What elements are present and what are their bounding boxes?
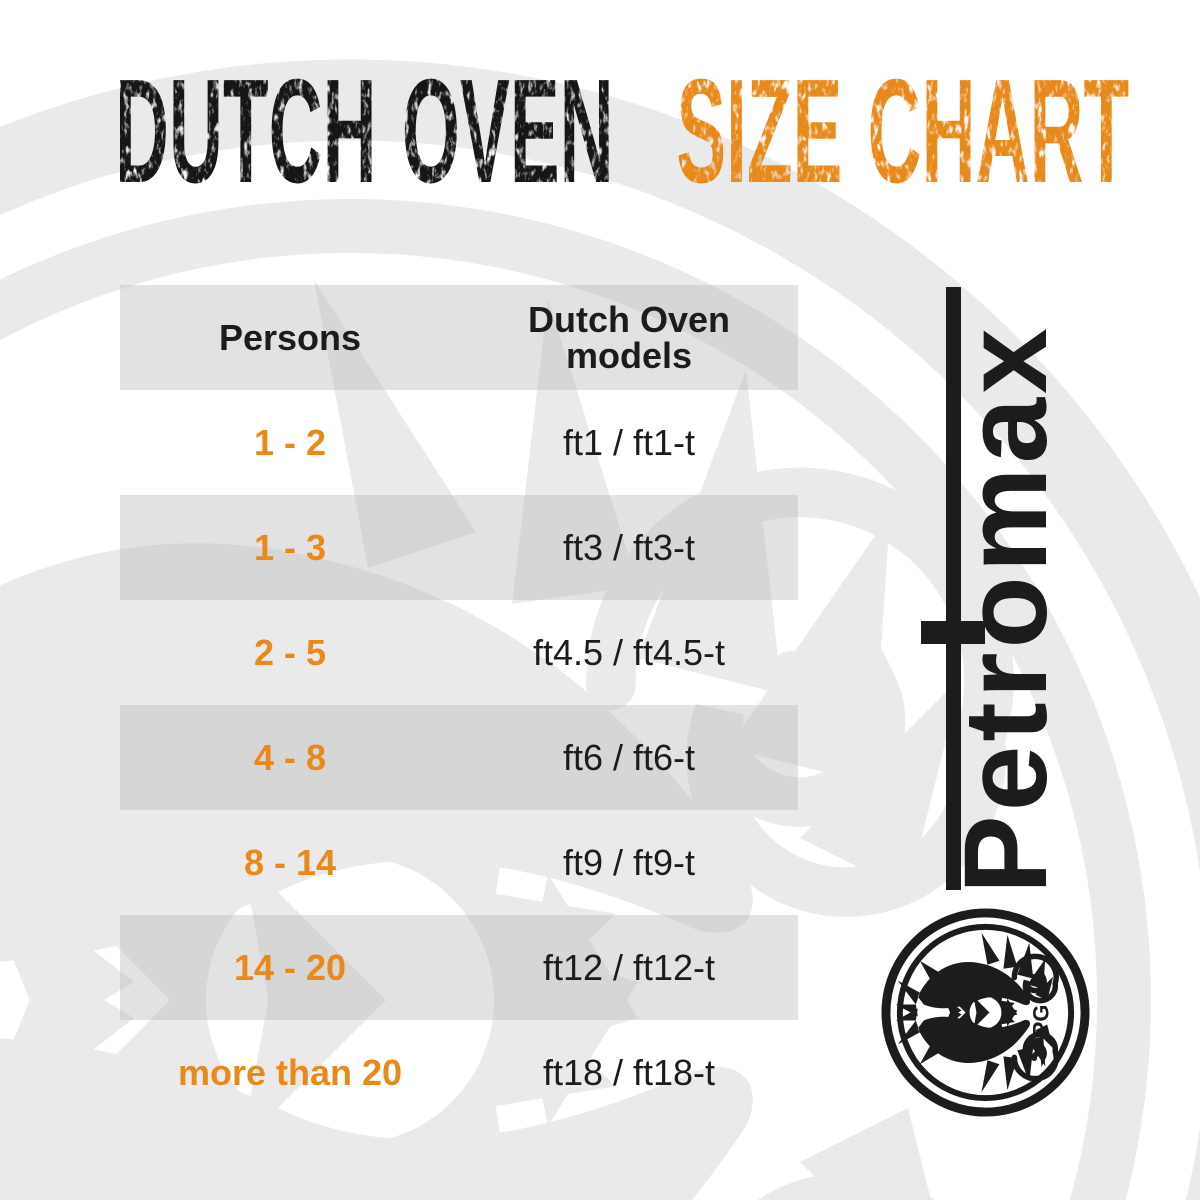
models-cell: ft3 / ft3-t (562, 526, 696, 568)
persons-cell: 14 - 20 (233, 946, 347, 988)
models-cell: ft6 / ft6-t (562, 736, 696, 778)
persons-cell: 2 - 5 (253, 631, 327, 673)
header-models: Dutch Oven models (527, 298, 731, 376)
emblem-monogram: PG (1029, 1005, 1054, 1037)
table-row: 14 - 20 ft12 / ft12-t (120, 915, 798, 1020)
persons-cell: 1 - 3 (253, 526, 327, 568)
models-cell: ft1 / ft1-t (562, 421, 696, 463)
petromax-emblem-icon: PG (876, 903, 1095, 1122)
table-row: 2 - 5 ft4.5 / ft4.5-t (120, 600, 798, 705)
table-header-row: Persons Dutch Oven models (120, 285, 798, 390)
persons-cell: 4 - 8 (253, 736, 327, 778)
header-persons: Persons (218, 316, 362, 358)
persons-cell: 8 - 14 (243, 841, 337, 883)
table-row: 8 - 14 ft9 / ft9-t (120, 810, 798, 915)
models-cell: ft12 / ft12-t (542, 946, 716, 988)
wordmark-long-bar (946, 287, 961, 890)
title-size-chart: SIZE CHART (676, 49, 1130, 214)
persons-cell: more than 20 (177, 1051, 403, 1093)
models-cell: ft18 / ft18-t (542, 1051, 716, 1093)
table-row: 1 - 3 ft3 / ft3-t (120, 495, 798, 600)
persons-cell: 1 - 2 (253, 421, 327, 463)
table-row: more than 20 ft18 / ft18-t (120, 1020, 798, 1125)
table-row: 1 - 2 ft1 / ft1-t (120, 390, 798, 495)
size-table: Persons Dutch Oven models 1 - 2 ft1 / ft… (120, 285, 798, 1125)
title-dutch-oven: DUTCH OVEN (115, 49, 614, 214)
table-row: 4 - 8 ft6 / ft6-t (120, 705, 798, 810)
page-title: DUTCH OVEN SIZE CHART (115, 58, 1129, 206)
wordmark-t-crossbar (921, 621, 985, 644)
petromax-wordmark-text: Petromax (940, 324, 1072, 894)
models-cell: ft9 / ft9-t (562, 841, 696, 883)
models-cell: ft4.5 / ft4.5-t (532, 631, 726, 673)
